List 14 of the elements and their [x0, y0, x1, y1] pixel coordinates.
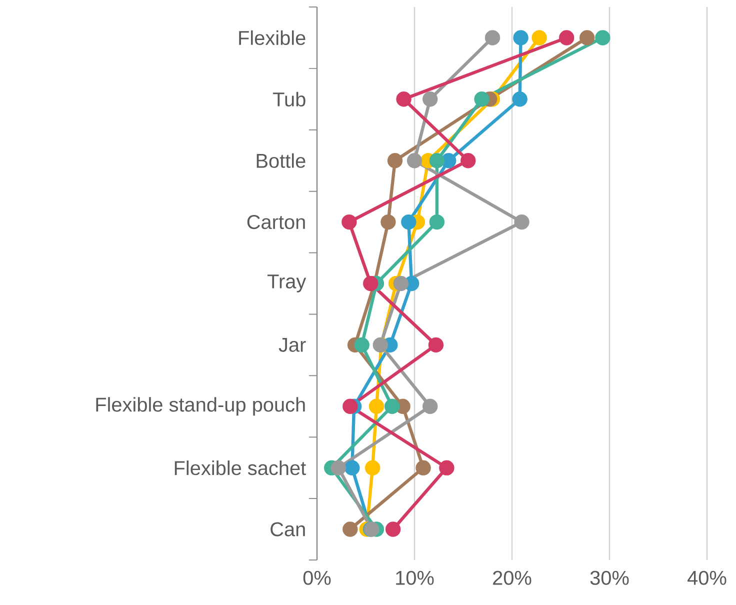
y-tick-label: Can	[270, 522, 305, 536]
x-tick-label: 40%	[688, 570, 726, 585]
y-tick-label: Flexible sachet	[174, 460, 306, 476]
x-tick-label: 30%	[590, 570, 629, 585]
y-tick-label: Tray	[268, 274, 306, 292]
x-tick-label: 0%	[303, 570, 331, 585]
y-tick-label: Carton	[247, 215, 305, 230]
x-tick-label: 20%	[493, 570, 532, 585]
y-tick-label: Flexible	[239, 30, 306, 46]
y-tick-label: Flexible stand-up pouch	[96, 397, 305, 416]
y-tick-label: Jar	[278, 338, 306, 352]
x-tick-label: 10%	[396, 570, 434, 585]
y-tick-label: Bottle	[256, 153, 306, 168]
y-tick-label: Tub	[273, 92, 306, 106]
